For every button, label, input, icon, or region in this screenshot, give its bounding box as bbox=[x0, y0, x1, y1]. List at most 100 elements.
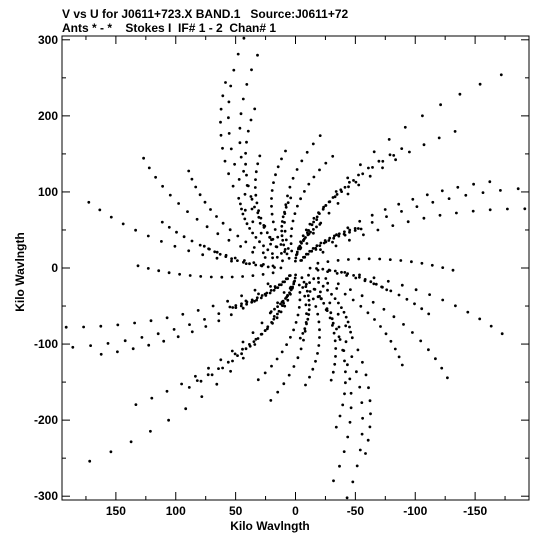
uv-point bbox=[296, 356, 300, 360]
uv-point bbox=[453, 130, 457, 133]
uv-point bbox=[236, 259, 239, 262]
uv-point bbox=[331, 370, 335, 374]
uv-point bbox=[276, 312, 279, 316]
x-tick-label: -50 bbox=[347, 504, 365, 518]
uv-point bbox=[109, 450, 113, 454]
uv-point bbox=[241, 347, 244, 351]
uv-point bbox=[283, 250, 286, 254]
uv-point bbox=[292, 328, 295, 332]
uv-point bbox=[195, 379, 199, 382]
uv-point bbox=[227, 116, 230, 120]
uv-point bbox=[334, 347, 338, 350]
uv-point bbox=[245, 173, 248, 177]
uv-point bbox=[167, 418, 171, 422]
uv-point bbox=[356, 348, 360, 352]
uv-point bbox=[406, 220, 410, 224]
uv-point bbox=[241, 97, 245, 101]
uv-point bbox=[331, 196, 335, 199]
uv-point bbox=[361, 360, 364, 364]
uv-point bbox=[500, 332, 504, 336]
uv-point bbox=[499, 189, 502, 192]
uv-point bbox=[425, 193, 429, 197]
uv-point bbox=[335, 193, 339, 196]
uv-point bbox=[464, 193, 468, 197]
uv-point bbox=[302, 338, 305, 342]
uv-point bbox=[279, 310, 283, 314]
uv-point bbox=[346, 226, 350, 230]
uv-point bbox=[331, 321, 335, 325]
uv-point bbox=[326, 281, 330, 285]
uv-point bbox=[280, 229, 284, 233]
uv-point bbox=[312, 220, 315, 224]
uv-point bbox=[335, 287, 339, 290]
uv-point bbox=[334, 355, 337, 358]
uv-point bbox=[147, 343, 151, 347]
uv-point bbox=[207, 366, 210, 370]
uv-point bbox=[303, 327, 307, 331]
uv-point bbox=[349, 288, 352, 291]
uv-point bbox=[360, 401, 364, 404]
uv-point bbox=[253, 288, 257, 292]
uv-point bbox=[389, 339, 393, 343]
uv-point bbox=[249, 195, 253, 198]
uv-point bbox=[338, 338, 342, 341]
uv-point bbox=[224, 255, 228, 258]
uv-point bbox=[384, 332, 388, 336]
y-tick-label: 100 bbox=[38, 185, 58, 199]
uv-point bbox=[268, 291, 272, 295]
uv-point bbox=[229, 369, 233, 373]
uv-point bbox=[304, 303, 308, 307]
uv-point bbox=[251, 274, 255, 277]
uv-point bbox=[246, 129, 250, 133]
uv-point bbox=[256, 337, 260, 340]
uv-point bbox=[201, 253, 205, 257]
uv-point bbox=[333, 339, 337, 343]
uv-point bbox=[312, 287, 316, 291]
uv-point bbox=[289, 234, 293, 238]
uv-point bbox=[386, 279, 390, 283]
uv-point bbox=[160, 240, 163, 243]
uv-point bbox=[175, 230, 178, 234]
uv-point bbox=[319, 297, 323, 301]
uv-point bbox=[318, 328, 321, 332]
uv-point bbox=[271, 321, 274, 325]
uv-point bbox=[343, 359, 346, 363]
uv-point bbox=[249, 118, 253, 122]
uv-point bbox=[304, 321, 308, 324]
uv-point bbox=[358, 273, 361, 277]
uv-point bbox=[251, 220, 255, 224]
uv-point bbox=[276, 286, 280, 289]
uv-point bbox=[362, 233, 365, 237]
uv-point bbox=[346, 176, 350, 180]
uv-point bbox=[231, 306, 235, 309]
uv-point bbox=[187, 386, 191, 389]
uv-point bbox=[308, 290, 312, 293]
uv-point bbox=[280, 252, 283, 255]
uv-point bbox=[303, 255, 307, 259]
uv-point bbox=[254, 178, 257, 182]
uv-point bbox=[364, 452, 367, 455]
uv-point bbox=[293, 276, 297, 280]
uv-point bbox=[420, 307, 424, 311]
uv-point bbox=[229, 84, 233, 88]
uv-point bbox=[283, 248, 287, 251]
uv-point bbox=[188, 323, 191, 326]
uv-point bbox=[331, 154, 335, 158]
uv-point bbox=[234, 306, 238, 309]
uv-point bbox=[271, 252, 274, 256]
uv-point bbox=[221, 366, 225, 370]
uv-point bbox=[252, 261, 256, 264]
uv-point bbox=[437, 136, 441, 140]
uv-point bbox=[219, 358, 223, 362]
uv-point bbox=[229, 147, 233, 151]
uv-point bbox=[321, 207, 325, 211]
uv-point bbox=[303, 329, 307, 333]
uv-point bbox=[348, 180, 351, 184]
uv-point bbox=[242, 169, 246, 173]
uv-point bbox=[248, 262, 251, 266]
uv-point bbox=[319, 248, 322, 252]
uv-point bbox=[341, 348, 345, 352]
uv-point bbox=[254, 263, 258, 267]
uv-point bbox=[167, 271, 171, 275]
x-axis-label: Kilo Wavlngth bbox=[230, 519, 310, 533]
